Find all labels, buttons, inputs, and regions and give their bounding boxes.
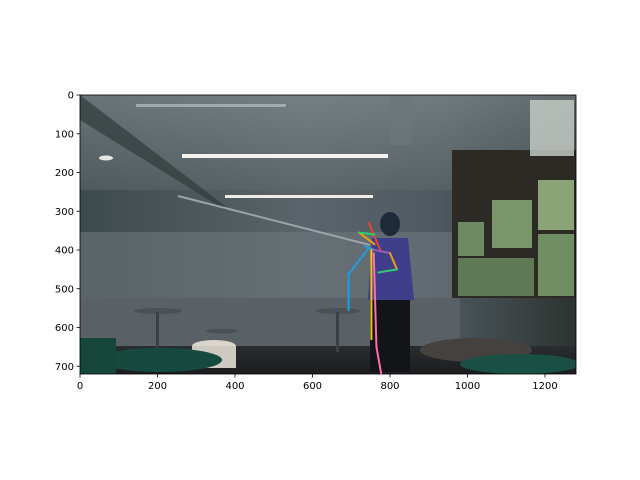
y-tick-label: 700 <box>55 362 74 373</box>
x-tick-label: 0 <box>77 381 83 392</box>
y-tick-label: 0 <box>68 91 74 102</box>
skeleton-segment-6 <box>373 249 391 255</box>
y-tick-label: 600 <box>55 323 74 334</box>
skeleton-segment-11 <box>375 345 383 374</box>
skeleton-segment-7 <box>389 252 398 271</box>
x-tick-label: 200 <box>148 381 167 392</box>
x-tick-label: 1000 <box>455 381 480 392</box>
y-tick-label: 100 <box>55 129 74 140</box>
plot-area-frame <box>79 94 577 375</box>
skeleton-segment-0 <box>367 221 382 251</box>
y-axis: 0 100 200 300 400 500 600 700 <box>55 91 80 373</box>
skeleton-segment-1 <box>358 231 376 246</box>
y-tick-label: 500 <box>55 284 74 295</box>
y-tick-label: 300 <box>55 207 74 218</box>
skeleton-segment-8 <box>377 268 398 274</box>
y-tick-label: 200 <box>55 168 74 179</box>
x-tick-label: 800 <box>380 381 399 392</box>
x-axis: 0 200 400 600 800 1000 1200 <box>77 374 558 392</box>
skeleton-segment-2 <box>358 231 376 236</box>
skeleton-segment-4 <box>348 247 370 275</box>
x-tick-label: 1200 <box>532 381 557 392</box>
x-tick-label: 600 <box>303 381 322 392</box>
skeleton-marks <box>347 221 398 374</box>
background-photo <box>80 95 576 374</box>
x-tick-label: 400 <box>225 381 244 392</box>
skeleton-segment-10 <box>372 252 378 348</box>
y-tick-label: 400 <box>55 246 74 257</box>
